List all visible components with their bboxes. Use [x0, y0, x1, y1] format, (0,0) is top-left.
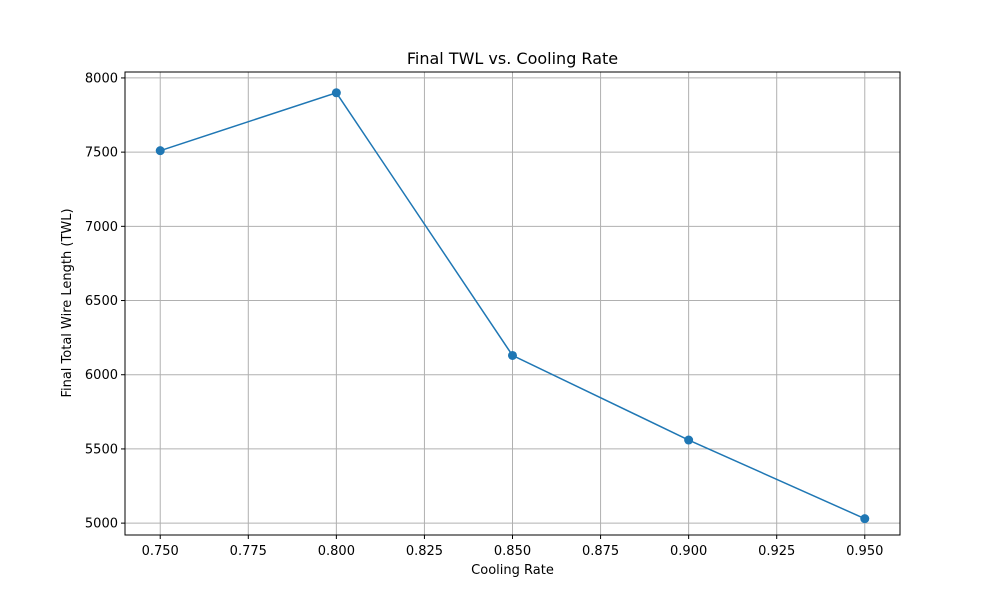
x-axis-ticks: 0.750 0.775 0.800 0.825 0.850 0.875 0.900 0.925… [142, 535, 883, 559]
x-axis-title: Cooling Rate [471, 563, 554, 578]
y-tick-label: 6000 [85, 368, 118, 383]
y-tick-label: 8000 [85, 71, 118, 86]
data-point [860, 514, 870, 524]
y-tick-label: 5000 [85, 517, 118, 532]
x-tick-label: 0.875 [582, 544, 619, 559]
y-tick-label: 7500 [85, 146, 118, 161]
data-point [684, 435, 694, 445]
y-axis-title: Final Total Wire Length (TWL) [60, 208, 75, 397]
x-tick-label: 0.775 [230, 544, 267, 559]
data-point [331, 88, 341, 98]
y-tick-label: 5500 [85, 442, 118, 457]
x-tick-label: 0.800 [318, 544, 355, 559]
data-point [155, 146, 165, 156]
chart-title: Final TWL vs. Cooling Rate [407, 49, 618, 68]
x-tick-label: 0.825 [406, 544, 443, 559]
grid [125, 72, 900, 535]
y-axis-ticks: 5000 5500 6000 6500 7000 7500 8000 [85, 71, 125, 532]
y-tick-label: 6500 [85, 294, 118, 309]
data-point [508, 350, 517, 360]
x-tick-label: 0.850 [494, 544, 531, 559]
series-layer [155, 88, 870, 524]
x-tick-label: 0.750 [142, 544, 179, 559]
y-tick-label: 7000 [85, 220, 118, 235]
x-tick-label: 0.950 [846, 544, 883, 559]
x-tick-label: 0.925 [758, 544, 795, 559]
x-tick-label: 0.900 [670, 544, 707, 559]
